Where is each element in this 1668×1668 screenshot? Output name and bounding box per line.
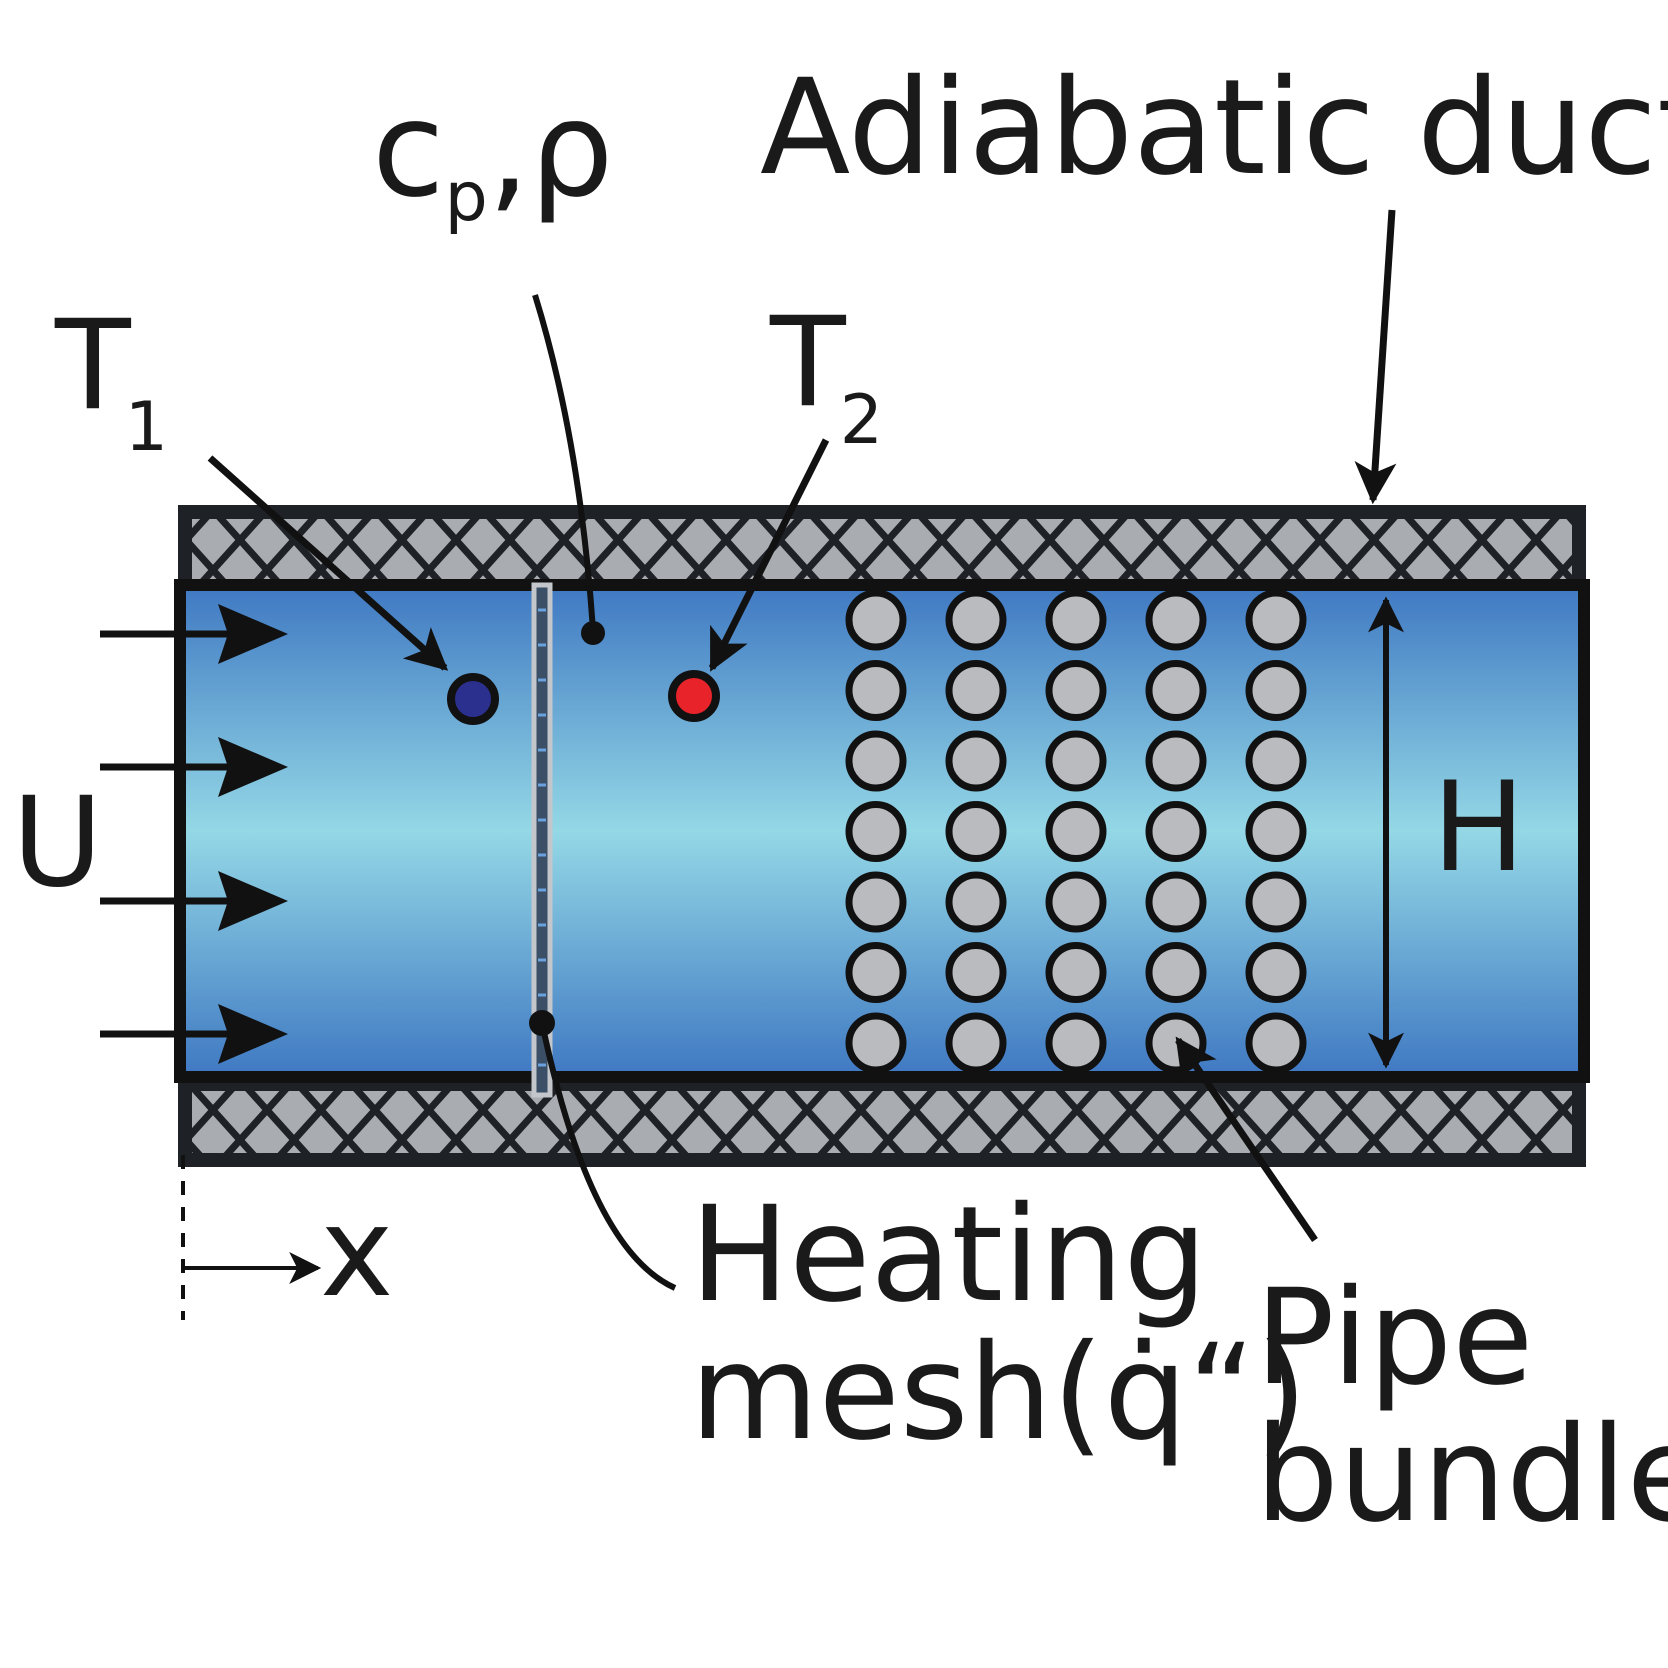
heating-mesh-label-line1: Heating bbox=[690, 1178, 1207, 1332]
probe-t2 bbox=[668, 670, 720, 722]
pipe bbox=[1045, 660, 1107, 721]
pipe bbox=[1045, 589, 1107, 651]
pipe bbox=[1145, 942, 1207, 1003]
adiabatic-duct-label: Adiabatic duct bbox=[760, 51, 1668, 205]
pipe bbox=[845, 660, 907, 721]
pipe bbox=[1145, 730, 1207, 792]
pipe bbox=[845, 730, 907, 792]
t2-subscript: 2 bbox=[840, 381, 883, 460]
pipe bbox=[1045, 1012, 1107, 1074]
t1-symbol: T bbox=[54, 294, 132, 438]
pipe bbox=[845, 589, 907, 651]
pipe bbox=[945, 801, 1007, 862]
pipe bbox=[1145, 871, 1207, 933]
pipe-bundle-label-line1: Pipe bbox=[1255, 1261, 1533, 1415]
pipe bbox=[845, 942, 907, 1003]
probe-t1 bbox=[447, 673, 499, 725]
bottom-wall bbox=[178, 1077, 1586, 1167]
pipe-bundle bbox=[845, 589, 1307, 1074]
inflow-arrow bbox=[100, 1004, 288, 1064]
height-label: H bbox=[1432, 756, 1525, 900]
t2-symbol: T bbox=[769, 291, 847, 435]
pipe bbox=[1245, 942, 1307, 1003]
t1-subscript: 1 bbox=[125, 388, 168, 467]
heating-mesh bbox=[531, 582, 553, 1098]
inflow-arrow bbox=[100, 871, 288, 931]
cp-rho-label: cp,ρ bbox=[372, 73, 614, 237]
cp-symbol: c bbox=[372, 73, 445, 227]
rho-symbol: ,ρ bbox=[488, 73, 614, 227]
pipe bbox=[1245, 871, 1307, 933]
pipe bbox=[945, 1012, 1007, 1074]
pipe bbox=[1245, 1012, 1307, 1074]
pipe bbox=[1245, 801, 1307, 862]
pipe bbox=[845, 801, 907, 862]
pipe bbox=[1145, 660, 1207, 721]
pipe bbox=[945, 589, 1007, 651]
velocity-label: U bbox=[12, 771, 103, 915]
pipe bbox=[1045, 801, 1107, 862]
heating-mesh-label-line2: mesh(q̇“) bbox=[690, 1316, 1307, 1470]
x-axis-label: x bbox=[320, 1181, 393, 1325]
inflow-arrow bbox=[100, 604, 288, 664]
pipe bbox=[1245, 589, 1307, 651]
pipe bbox=[1045, 871, 1107, 933]
pipe bbox=[1245, 730, 1307, 792]
pipe bbox=[1245, 660, 1307, 721]
pipe bbox=[845, 871, 907, 933]
t2-label: T2 bbox=[769, 291, 883, 460]
pipe bbox=[1045, 942, 1107, 1003]
inflow-arrow bbox=[100, 737, 288, 797]
t1-label: T1 bbox=[54, 294, 168, 467]
pipe bbox=[845, 1012, 907, 1074]
pipe bbox=[945, 871, 1007, 933]
t2-leader-arrow bbox=[708, 438, 830, 672]
duct-leader-arrow bbox=[1354, 209, 1397, 505]
pipe bbox=[945, 730, 1007, 792]
pipe bbox=[1145, 801, 1207, 862]
cp-rho-point bbox=[581, 621, 605, 645]
pipe-bundle-leader-arrow bbox=[1175, 1036, 1318, 1242]
pipe bbox=[945, 942, 1007, 1003]
inflow-arrows bbox=[100, 604, 288, 1064]
t1-leader-arrow bbox=[207, 455, 449, 671]
pipe bbox=[945, 660, 1007, 721]
pipe bbox=[1145, 589, 1207, 651]
top-wall bbox=[178, 505, 1586, 585]
cp-rho-leader bbox=[532, 294, 596, 631]
heating-mesh-leader bbox=[539, 1022, 677, 1291]
cp-subscript: p bbox=[445, 158, 488, 237]
pipe-bundle-label-line2: bundle bbox=[1255, 1398, 1668, 1552]
pipe bbox=[1045, 730, 1107, 792]
